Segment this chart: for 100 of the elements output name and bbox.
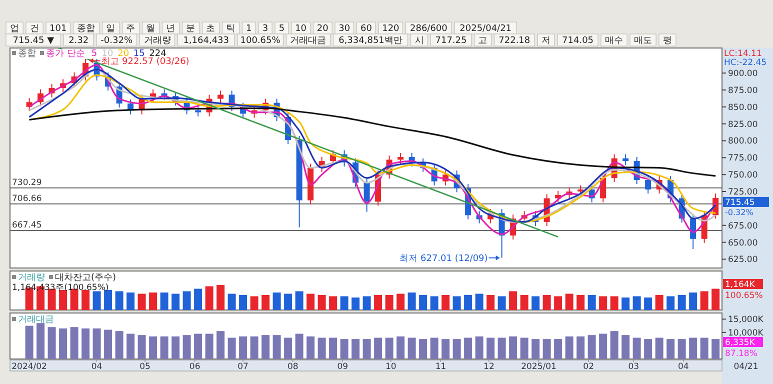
- bar: [126, 292, 135, 310]
- bar: [126, 334, 135, 359]
- bar: [442, 339, 450, 359]
- text: 월: [146, 24, 156, 34]
- bar: [464, 338, 472, 359]
- text: 업: [10, 24, 19, 34]
- bar: [576, 295, 585, 310]
- bar: [666, 296, 675, 310]
- bar: [520, 295, 528, 310]
- bar: [92, 328, 101, 359]
- bar: [542, 295, 551, 310]
- bar: [352, 298, 360, 310]
- bar: [250, 296, 258, 310]
- candlestick: [364, 178, 370, 212]
- x-tick-label: 10: [386, 362, 396, 372]
- x-tick-label: 04: [678, 362, 689, 372]
- bar: [655, 295, 664, 310]
- bar: [565, 294, 574, 310]
- bar: [486, 295, 495, 310]
- candlestick: [622, 154, 629, 166]
- bar: [385, 295, 394, 310]
- text: 101: [50, 24, 67, 34]
- text: 717.25: [435, 36, 467, 46]
- text: 매도: [634, 36, 652, 46]
- y-tick-label: 775.00: [728, 154, 758, 164]
- bar: [340, 339, 348, 359]
- bar: [655, 338, 664, 359]
- legend-title: 종가 단순: [46, 49, 85, 59]
- bar: [318, 338, 326, 359]
- bar: [59, 328, 68, 359]
- candlestick: [645, 175, 652, 194]
- x-tick-label: 04: [91, 362, 102, 372]
- bar: [396, 294, 405, 310]
- bar: [385, 338, 394, 359]
- bar: [666, 339, 675, 359]
- bar: [194, 288, 202, 310]
- bar: [419, 295, 428, 310]
- bar: [475, 294, 484, 310]
- x-tick-label: 07: [238, 362, 248, 372]
- text: 1,164K: [725, 280, 756, 290]
- text: -0.32%: [725, 208, 754, 217]
- annotation: 최고 922.57 (03/26): [101, 56, 190, 67]
- bar: [36, 323, 45, 359]
- bar: [138, 335, 146, 359]
- y-tick-label: 800.00: [728, 136, 758, 147]
- y-tick-label: 850.00: [728, 102, 758, 113]
- y-tick-label: 825.00: [728, 120, 758, 130]
- bar: [554, 296, 562, 310]
- bar: [554, 339, 562, 359]
- bar: [205, 286, 214, 310]
- bar: [25, 326, 34, 359]
- bar: [216, 285, 225, 310]
- bar: [419, 339, 428, 359]
- text: 주: [126, 24, 136, 34]
- bar: [678, 295, 686, 310]
- bar: [689, 338, 698, 359]
- bar: [542, 339, 551, 359]
- text: 일: [106, 24, 116, 34]
- bar: [295, 291, 304, 310]
- bar: [48, 327, 56, 359]
- bar: [678, 339, 686, 359]
- x-tick-label: 02: [583, 362, 594, 372]
- bar: [160, 292, 168, 310]
- x-tick-label: 12: [484, 362, 494, 372]
- text: 722.18: [498, 36, 530, 46]
- ref-line-label: 667.45: [12, 220, 42, 230]
- bar: [498, 338, 506, 359]
- bar: [239, 295, 248, 310]
- bar: [284, 338, 292, 359]
- annotation: 1,164,433주(100.65%): [12, 283, 109, 293]
- bar: [362, 339, 371, 359]
- bar: [452, 339, 461, 359]
- bar: [452, 296, 461, 310]
- bar: [576, 336, 585, 359]
- bar: [644, 339, 652, 359]
- bar: [329, 296, 338, 310]
- bar: [632, 296, 641, 310]
- bar: [712, 288, 720, 310]
- bar: [70, 327, 78, 359]
- text: 고: [478, 36, 488, 46]
- text: LC:14.11: [724, 49, 762, 59]
- bar: [374, 295, 382, 310]
- bar: [712, 339, 720, 359]
- x-tick-label: 08: [287, 362, 298, 372]
- bar: [396, 336, 405, 359]
- bar: [239, 336, 248, 359]
- text: 6,334,851백만: [338, 36, 402, 46]
- bar: [182, 335, 191, 359]
- text: 건: [30, 24, 39, 34]
- text: 715.45 ▼: [12, 36, 54, 46]
- candlestick: [195, 106, 202, 117]
- bar: [486, 338, 495, 359]
- bar: [700, 338, 708, 359]
- bar: [408, 338, 416, 359]
- bar: [374, 338, 382, 359]
- x-tick-label: 03: [628, 362, 640, 372]
- y-tick-label: 675.00: [728, 221, 758, 232]
- bar: [149, 336, 158, 359]
- candlestick: [398, 152, 404, 164]
- text: 틱: [226, 24, 236, 34]
